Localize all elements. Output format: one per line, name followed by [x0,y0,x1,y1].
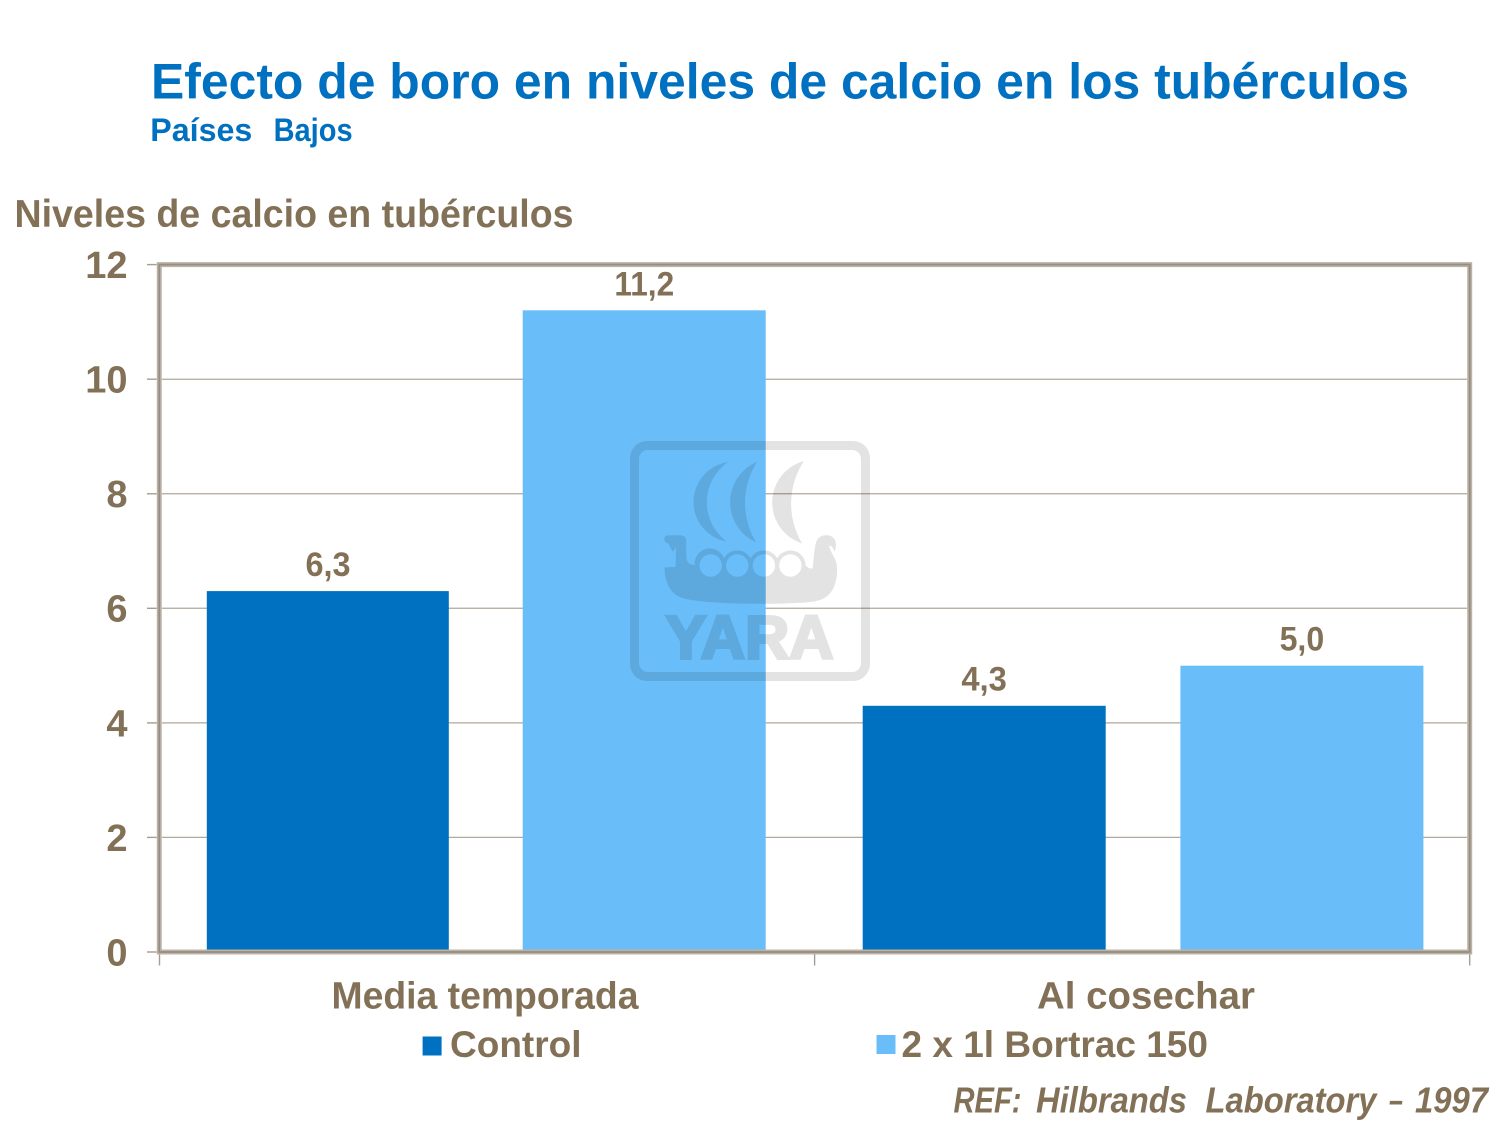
svg-text:2: 2 [106,818,127,860]
svg-text:REF:: REF: [954,1080,1022,1121]
svg-text:Laboratory: Laboratory [1206,1080,1379,1121]
svg-text:5,0: 5,0 [1280,620,1325,658]
svg-text:Efecto de boro en niveles de c: Efecto de boro en niveles de calcio en l… [151,54,1409,110]
svg-text:0: 0 [106,932,127,974]
svg-text:Al cosechar: Al cosechar [1037,975,1255,1017]
svg-text:Países: Países [150,112,252,148]
svg-text:4: 4 [106,703,127,745]
svg-text:6: 6 [106,589,127,631]
svg-text:11,2: 11,2 [614,265,674,303]
svg-text:4,3: 4,3 [961,661,1007,699]
svg-text:12: 12 [85,245,127,287]
svg-text:Bajos: Bajos [274,112,353,148]
svg-text:10: 10 [85,360,127,402]
svg-text:6,3: 6,3 [306,546,351,584]
svg-text:Media temporada: Media temporada [332,975,640,1017]
svg-text:–: – [1389,1080,1403,1121]
svg-text:YARA: YARA [666,604,834,672]
svg-text:1997: 1997 [1415,1080,1490,1121]
svg-text:Control: Control [450,1024,582,1065]
svg-text:Niveles de calcio en tubérculo: Niveles de calcio en tubérculos [15,193,574,236]
svg-text:2 x 1l Bortrac 150: 2 x 1l Bortrac 150 [902,1024,1208,1065]
svg-text:8: 8 [106,474,127,516]
svg-text:Hilbrands: Hilbrands [1036,1080,1187,1121]
